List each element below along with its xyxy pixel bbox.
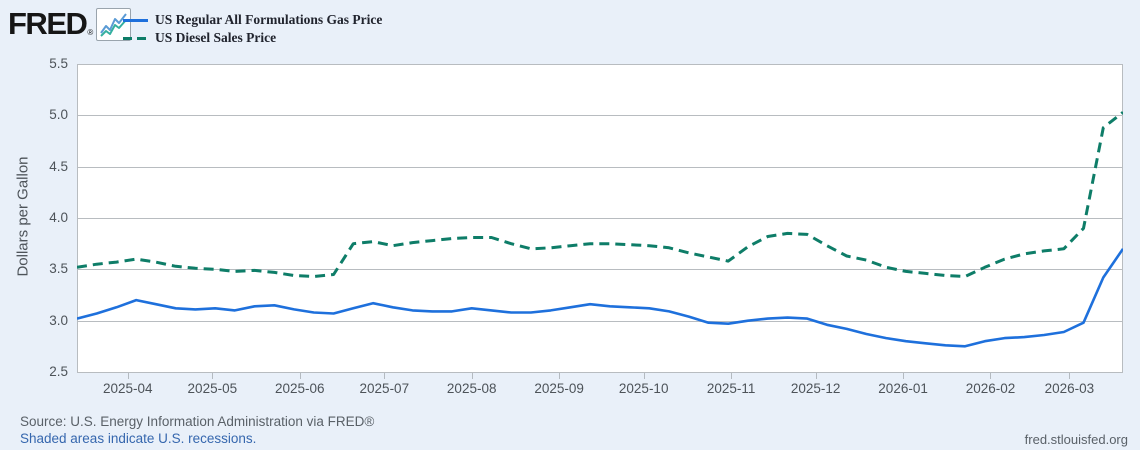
y-axis-title: Dollars per Gallon: [14, 156, 32, 277]
x-tick-label: 2025-10: [618, 381, 669, 396]
x-tick-label: 2025-08: [446, 381, 497, 396]
x-tick-mark: [990, 373, 992, 379]
y-tick-label: 3.5: [49, 261, 68, 277]
us-diesel-sales-price-line: [77, 111, 1123, 278]
x-tick-mark: [815, 373, 817, 379]
registered-mark: ®: [87, 28, 94, 37]
fred-sparkline-icon: [96, 7, 132, 41]
fred-site-link[interactable]: fred.stlouisfed.org: [1024, 432, 1128, 447]
x-tick-mark: [643, 373, 645, 379]
x-tick-label: 2025-05: [187, 381, 238, 396]
x-tick-label: 2025-04: [102, 381, 153, 396]
chart-canvas[interactable]: [77, 64, 1123, 373]
recessions-link[interactable]: Shaded areas indicate U.S. recessions.: [20, 431, 257, 446]
x-tick-mark: [1069, 373, 1071, 379]
gas-line-swatch-icon: [123, 18, 148, 22]
x-tick-label: 2026-02: [965, 381, 1016, 396]
x-tick-label: 2026-03: [1044, 381, 1095, 396]
plot-area[interactable]: [77, 64, 1123, 373]
x-tick-mark: [731, 373, 733, 379]
x-tick-mark: [559, 373, 561, 379]
legend-item-gas: US Regular All Formulations Gas Price: [123, 11, 382, 29]
x-tick-label: 2025-06: [274, 381, 325, 396]
x-tick-mark: [471, 373, 473, 379]
y-tick-label: 4.5: [49, 158, 68, 174]
us-regular-all-formulations-gas-price-line: [77, 248, 1123, 348]
x-tick-mark: [299, 373, 301, 379]
chart-legend: US Regular All Formulations Gas Price US…: [123, 11, 382, 47]
source-note: Source: U.S. Energy Information Administ…: [20, 414, 375, 429]
y-tick-label: 5.0: [49, 107, 68, 123]
x-tick-label: 2025-12: [790, 381, 841, 396]
legend-item-diesel: US Diesel Sales Price: [123, 29, 382, 47]
legend-label-diesel: US Diesel Sales Price: [155, 30, 277, 45]
x-tick-label: 2025-09: [534, 381, 584, 396]
x-tick-label: 2025-11: [706, 381, 756, 396]
x-tick-mark: [127, 373, 129, 379]
x-tick-label: 2025-07: [359, 381, 410, 396]
y-tick-label: 5.5: [49, 56, 68, 71]
x-tick-mark: [384, 373, 386, 379]
y-tick-label: 3.0: [49, 312, 68, 328]
x-tick-mark: [212, 373, 214, 379]
legend-label-gas: US Regular All Formulations Gas Price: [155, 12, 383, 27]
y-tick-label: 4.0: [49, 210, 68, 225]
diesel-line-swatch-icon: [123, 36, 148, 40]
fred-logo-text: FRED: [8, 6, 88, 41]
x-tick-mark: [903, 373, 905, 379]
fred-logo[interactable]: FRED ®: [8, 6, 132, 41]
x-tick-label: 2026-01: [878, 381, 928, 396]
y-tick-label: 2.5: [49, 364, 68, 379]
